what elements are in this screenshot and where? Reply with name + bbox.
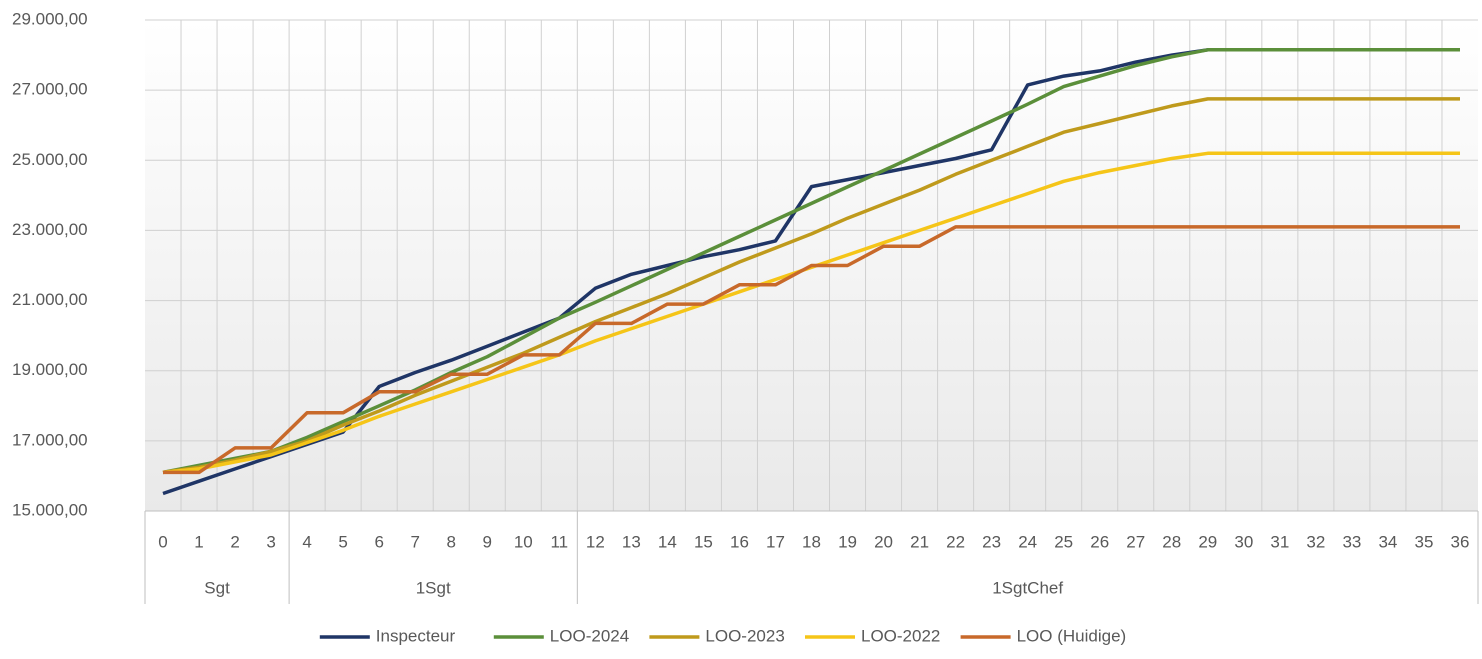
x-tick-label: 8 [446,532,455,551]
x-tick-label: 34 [1378,532,1397,551]
legend-label: LOO-2022 [861,626,940,645]
y-tick-label: 19.000,00 [12,360,88,379]
legend-label: LOO (Huidige) [1017,626,1127,645]
group-label: Sgt [204,578,230,597]
x-tick-label: 15 [694,532,713,551]
x-tick-label: 12 [586,532,605,551]
x-tick-label: 21 [910,532,929,551]
y-tick-label: 21.000,00 [12,290,88,309]
x-tick-label: 3 [266,532,275,551]
series-line [162,97,1460,475]
series-line [163,225,1460,475]
legend-label: LOO-2024 [550,626,629,645]
x-tick-label: 18 [802,532,821,551]
x-tick-label: 17 [766,532,785,551]
y-tick-label: 27.000,00 [12,80,88,99]
x-tick-label: 33 [1342,532,1361,551]
x-tick-label: 20 [874,532,893,551]
x-tick-label: 30 [1234,532,1253,551]
x-tick-label: 2 [230,532,239,551]
group-label: 1Sgt [416,578,451,597]
x-tick-label: 35 [1414,532,1433,551]
x-tick-label: 24 [1018,532,1037,551]
x-tick-label: 32 [1306,532,1325,551]
x-tick-label: 26 [1090,532,1109,551]
x-tick-label: 1 [194,532,203,551]
x-tick-label: 29 [1198,532,1217,551]
x-tick-label: 16 [730,532,749,551]
group-label: 1SgtChef [992,578,1063,597]
x-tick-label: 6 [374,532,383,551]
y-tick-label: 17.000,00 [12,430,88,449]
y-tick-label: 25.000,00 [12,150,88,169]
legend-label: Inspecteur [376,626,456,645]
x-tick-label: 28 [1162,532,1181,551]
x-tick-label: 19 [838,532,857,551]
series-line [162,48,1460,475]
x-tick-label: 25 [1054,532,1073,551]
x-tick-label: 22 [946,532,965,551]
x-tick-label: 27 [1126,532,1145,551]
x-tick-label: 36 [1451,532,1470,551]
x-tick-label: 10 [514,532,533,551]
y-tick-label: 15.000,00 [12,500,88,519]
x-tick-label: 23 [982,532,1001,551]
x-tick-label: 11 [550,532,568,551]
x-tick-label: 5 [338,532,347,551]
x-tick-label: 4 [302,532,311,551]
y-tick-label: 23.000,00 [12,220,88,239]
x-tick-label: 7 [410,532,419,551]
x-tick-label: 0 [158,532,167,551]
x-tick-label: 31 [1270,532,1289,551]
x-tick-label: 14 [658,532,677,551]
y-tick-label: 29.000,00 [12,9,88,28]
legend-label: LOO-2023 [705,626,784,645]
x-tick-label: 13 [622,532,641,551]
x-tick-label: 9 [483,532,492,551]
